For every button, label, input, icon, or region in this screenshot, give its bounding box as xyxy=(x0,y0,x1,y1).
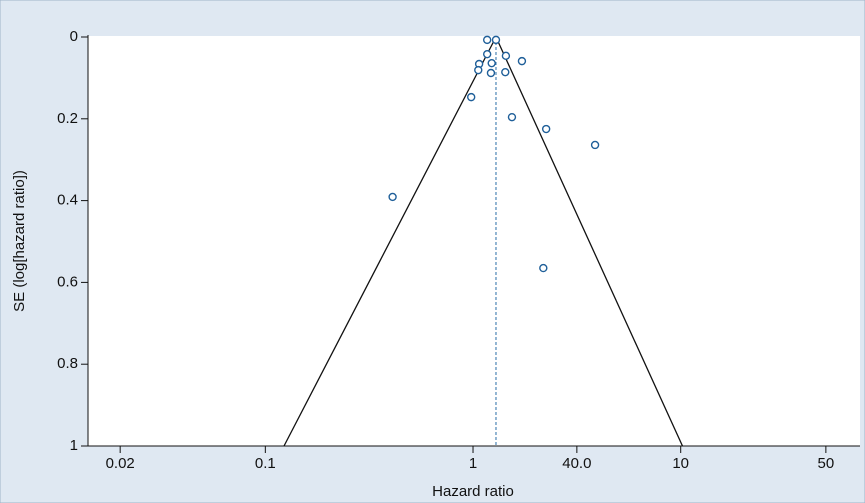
study-point xyxy=(590,140,600,150)
y-axis-label: SE (log[hazard ratio]) xyxy=(11,170,28,312)
study-point xyxy=(501,67,510,77)
y-tick-label: 0.2 xyxy=(57,110,78,127)
study-point xyxy=(517,56,527,66)
study-point xyxy=(486,68,496,78)
funnel-line xyxy=(283,36,497,447)
study-point xyxy=(482,35,492,45)
y-tick-label: 1 xyxy=(70,437,78,454)
study-point xyxy=(491,35,501,45)
study-point xyxy=(474,65,483,75)
x-tick-label: 0.02 xyxy=(106,455,135,472)
funnel-line xyxy=(495,36,684,447)
study-point xyxy=(507,112,517,122)
study-point xyxy=(487,58,496,68)
study-point xyxy=(541,124,551,134)
x-tick-label: 0.1 xyxy=(255,455,276,472)
y-tick-label: 0.4 xyxy=(57,192,78,209)
y-tick-label: 0.6 xyxy=(57,273,78,290)
plot-area xyxy=(88,36,860,446)
y-tick-label: 0 xyxy=(70,28,78,45)
study-point xyxy=(501,51,511,61)
x-axis-label: Hazard ratio xyxy=(432,483,514,500)
x-tick-label: 40.0 xyxy=(562,455,591,472)
x-tick-label: 10 xyxy=(672,455,689,472)
x-tick-label: 50 xyxy=(818,455,835,472)
study-point xyxy=(466,92,476,102)
x-tick-label: 1 xyxy=(469,455,477,472)
study-point xyxy=(539,263,548,273)
y-tick-label: 0.8 xyxy=(57,355,78,372)
study-point xyxy=(482,49,492,59)
study-point xyxy=(388,192,397,202)
